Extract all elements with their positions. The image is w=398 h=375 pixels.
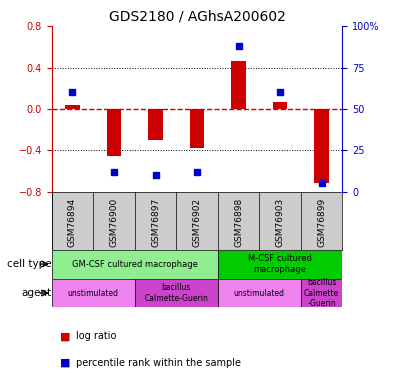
Text: GSM76897: GSM76897 (151, 198, 160, 247)
FancyBboxPatch shape (301, 279, 342, 308)
Text: bacillus
Calmette
-Guerin: bacillus Calmette -Guerin (304, 278, 339, 308)
Text: bacillus
Calmette-Guerin: bacillus Calmette-Guerin (144, 284, 208, 303)
FancyBboxPatch shape (218, 250, 342, 279)
FancyBboxPatch shape (218, 279, 301, 308)
Text: log ratio: log ratio (76, 331, 116, 341)
Text: M-CSF cultured
macrophage: M-CSF cultured macrophage (248, 254, 312, 274)
FancyBboxPatch shape (135, 279, 218, 308)
Text: GSM76898: GSM76898 (234, 198, 243, 247)
Text: GSM76900: GSM76900 (109, 198, 119, 247)
Text: GM-CSF cultured macrophage: GM-CSF cultured macrophage (72, 260, 198, 268)
FancyBboxPatch shape (52, 279, 135, 308)
Bar (107, 109, 121, 156)
Text: unstimulated: unstimulated (68, 288, 119, 297)
Text: ■: ■ (60, 357, 70, 368)
Text: unstimulated: unstimulated (234, 288, 285, 297)
Title: GDS2180 / AGhsA200602: GDS2180 / AGhsA200602 (109, 10, 285, 24)
Text: percentile rank within the sample: percentile rank within the sample (76, 357, 241, 368)
Bar (148, 109, 163, 140)
Text: GSM76899: GSM76899 (317, 198, 326, 247)
Text: agent: agent (21, 288, 52, 298)
Text: GSM76902: GSM76902 (193, 198, 201, 247)
Bar (314, 109, 329, 183)
Text: cell type: cell type (7, 259, 52, 269)
Bar (190, 109, 204, 148)
Bar (65, 105, 80, 109)
Text: GSM76894: GSM76894 (68, 198, 77, 247)
FancyBboxPatch shape (52, 250, 218, 279)
Bar (231, 62, 246, 109)
Bar (273, 102, 287, 109)
Text: ■: ■ (60, 331, 70, 341)
Text: GSM76903: GSM76903 (275, 198, 285, 247)
